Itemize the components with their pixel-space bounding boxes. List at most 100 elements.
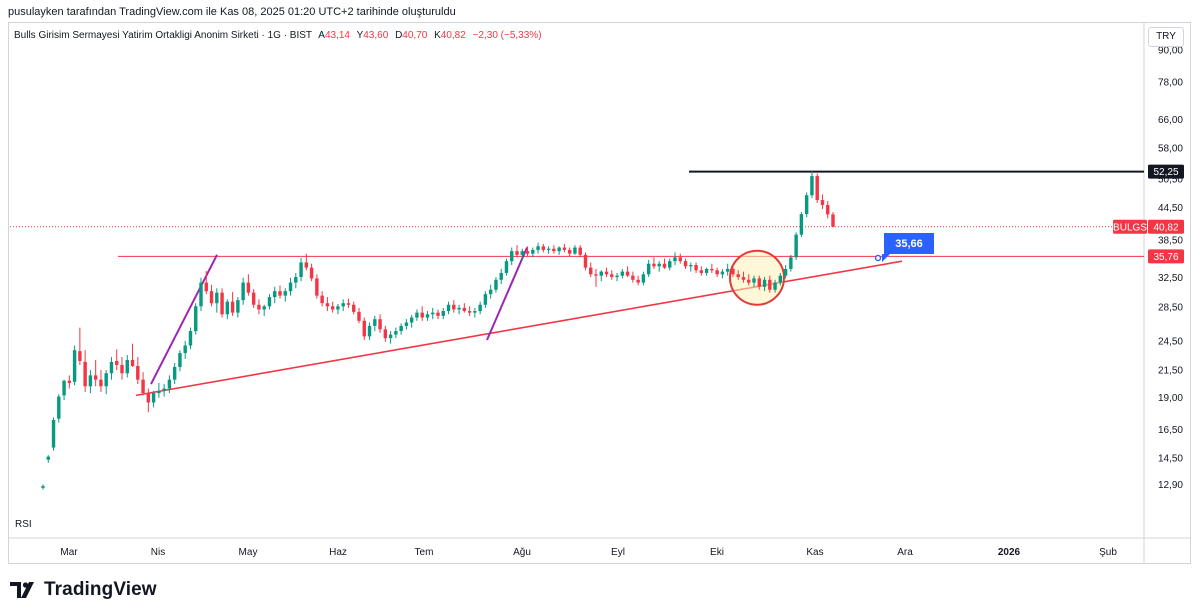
candle	[315, 274, 319, 299]
candle-body	[552, 248, 556, 252]
last-price-label-bg	[1148, 219, 1184, 234]
candle	[436, 309, 440, 320]
candle	[141, 372, 145, 396]
candle-body	[594, 274, 598, 276]
candle	[62, 379, 66, 401]
candle	[167, 375, 172, 394]
candle	[757, 275, 761, 290]
candle	[99, 370, 103, 392]
candle-body	[567, 249, 572, 254]
candle	[599, 270, 603, 282]
candle-body	[631, 275, 635, 280]
candle	[636, 275, 640, 286]
candle	[57, 394, 61, 423]
candle-body	[104, 373, 108, 387]
candle-body	[388, 334, 393, 339]
candle-body	[710, 268, 714, 271]
candle-body	[510, 251, 514, 262]
candle	[689, 262, 693, 272]
candle-body	[425, 314, 430, 318]
candle-body	[330, 306, 335, 310]
candle-body	[220, 292, 224, 315]
currency-button[interactable]: TRY	[1148, 27, 1184, 47]
candle-body	[794, 234, 798, 258]
candle-body	[499, 272, 503, 280]
candle-body	[72, 350, 77, 382]
price-tick-label: 66,00	[1158, 115, 1183, 126]
price-tick-label: 19,00	[1158, 393, 1183, 404]
candle-body	[636, 279, 640, 283]
candle	[230, 291, 235, 316]
candle	[109, 356, 114, 380]
candle-body	[93, 375, 98, 380]
time-tick-label: May	[239, 547, 258, 558]
close-value: 40,82	[440, 30, 466, 41]
candle	[646, 259, 651, 278]
candle	[199, 277, 203, 312]
candle	[93, 359, 98, 387]
candle	[704, 267, 709, 276]
candle-body	[157, 390, 161, 394]
candle	[567, 247, 572, 257]
candle-body	[599, 271, 603, 276]
candle	[330, 301, 335, 313]
candle-body	[394, 331, 398, 335]
candle-body	[720, 271, 725, 275]
candle-body	[689, 265, 693, 267]
candle-body	[288, 282, 293, 292]
resistance-price-label: 52,25	[1153, 167, 1178, 178]
candle-body	[747, 279, 751, 283]
candle-body	[352, 304, 356, 312]
candle-body	[367, 325, 372, 337]
candle-body	[341, 303, 345, 307]
price-tick-label: 58,00	[1158, 144, 1183, 155]
candle-body	[604, 271, 609, 275]
candle	[620, 268, 625, 279]
candle	[262, 304, 266, 316]
candle	[715, 267, 719, 278]
candle	[747, 274, 751, 286]
candle	[826, 201, 830, 219]
candle	[83, 350, 87, 392]
candle-body	[673, 257, 677, 262]
candle-body	[130, 359, 135, 366]
candle	[710, 263, 714, 273]
candle	[768, 275, 772, 293]
candle-body	[657, 263, 661, 267]
annotation-label: 35,66	[895, 238, 923, 250]
candle-body	[831, 214, 835, 227]
candle-body	[194, 306, 198, 332]
candle-body	[278, 291, 282, 296]
candle	[257, 299, 261, 315]
candle	[662, 258, 667, 269]
candle-body	[441, 311, 445, 316]
candle-body	[315, 278, 319, 296]
candle	[125, 355, 129, 378]
candle	[589, 262, 593, 278]
candle	[204, 270, 208, 295]
candle	[778, 272, 783, 286]
candle-body	[736, 274, 740, 278]
candle	[104, 370, 108, 395]
time-tick-label: 2026	[998, 547, 1021, 558]
annotation-bubble	[882, 233, 934, 262]
symbol-legend[interactable]: Bulls Girisim Sermayesi Yatirim Ortaklig…	[14, 30, 542, 41]
pennant-line-2	[486, 247, 528, 341]
candle	[441, 307, 445, 320]
candle	[120, 356, 124, 380]
candle-body	[283, 291, 287, 296]
candle	[72, 345, 77, 386]
candle	[668, 258, 672, 271]
candle	[683, 258, 688, 269]
candle-body	[136, 365, 140, 380]
candle	[146, 388, 151, 413]
candle-body	[531, 249, 535, 254]
candle	[657, 261, 661, 272]
candle	[678, 253, 682, 264]
candle-body	[704, 268, 709, 273]
time-tick-label: Şub	[1099, 547, 1117, 558]
tradingview-logo: TradingView	[10, 578, 157, 602]
candle-body	[826, 204, 830, 215]
candle-body	[462, 307, 467, 312]
